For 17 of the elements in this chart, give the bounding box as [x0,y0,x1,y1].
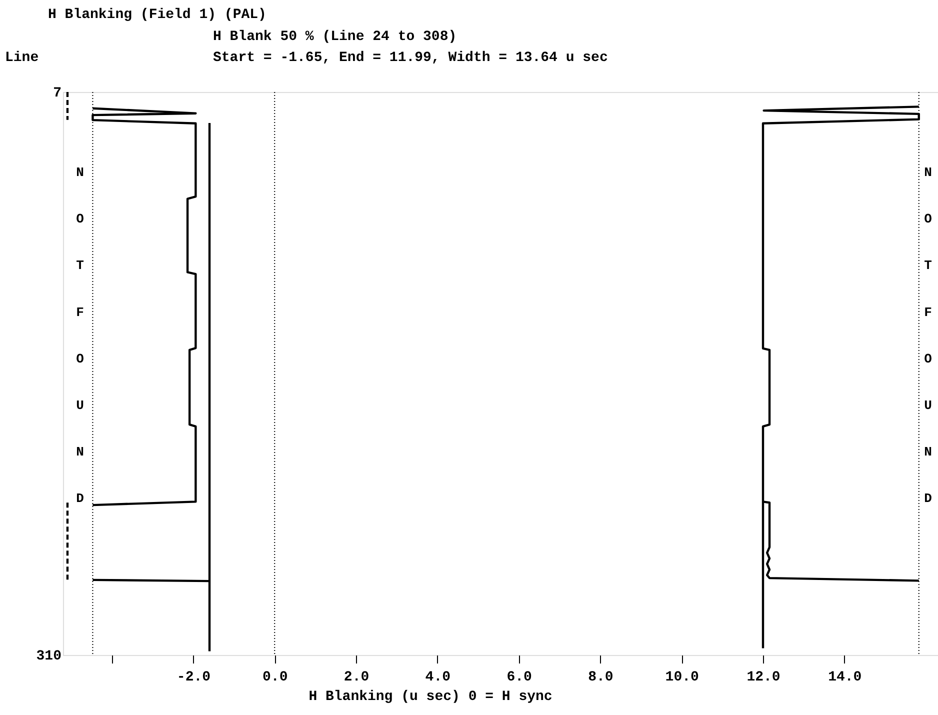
chart-title: H Blanking (Field 1) (PAL) [48,7,266,23]
y-tick-label: 310 [36,648,62,664]
x-tick-label: 12.0 [746,670,780,686]
x-tick-label: 4.0 [425,670,451,686]
x-tick-label: 2.0 [344,670,370,686]
x-tick-label: 6.0 [506,670,532,686]
text: NOT FOUND [76,165,84,506]
x-tick-label: 8.0 [588,670,614,686]
x-tick-label: 10.0 [665,670,699,686]
x-tick-label: -2.0 [176,670,211,686]
x-tick-label: 14.0 [828,670,862,686]
y-axis-title: Line [5,50,39,66]
text: NOT FOUND [924,165,932,506]
x-tick-label: 0.0 [262,670,288,686]
y-tick-label: 7 [53,86,62,102]
chart-subtitle: H Blank 50 % (Line 24 to 308) Start = -1.65, End = 11.99, Width = 13.64 u sec [213,29,608,66]
x-axis-title: H Blanking (u sec) 0 = H sync [308,689,552,705]
